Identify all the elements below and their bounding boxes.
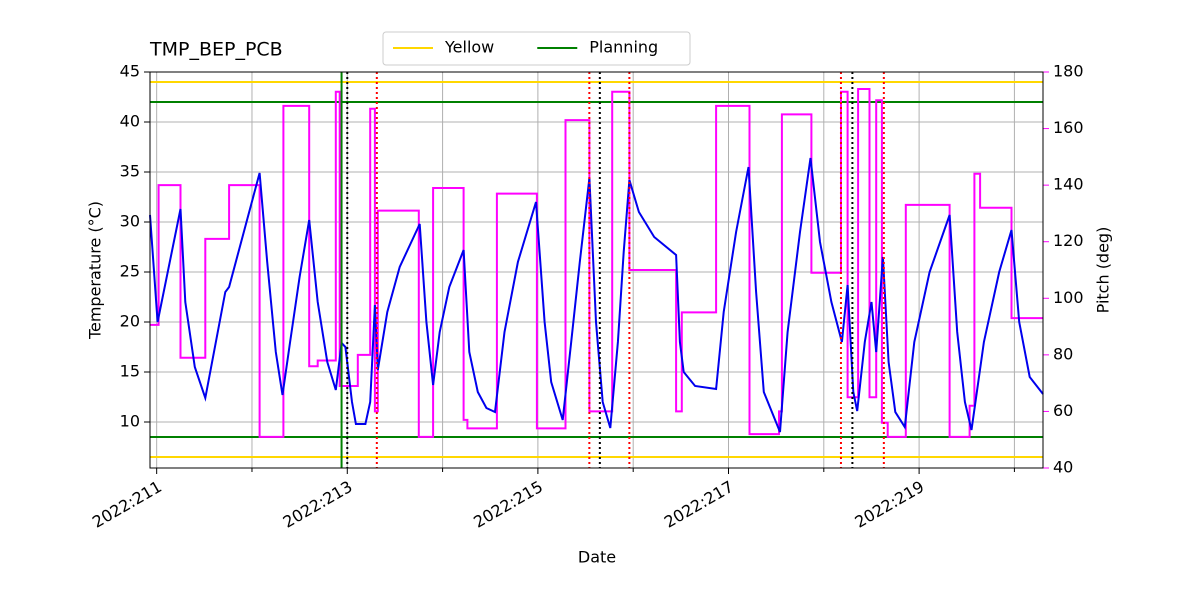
y2-tick-label: 80: [1053, 344, 1073, 363]
x-tick-label: 2022:213: [280, 477, 356, 532]
x-tick-label: 2022:211: [89, 477, 165, 532]
y2-tick-label: 160: [1053, 118, 1084, 137]
y2-tick-label: 100: [1053, 288, 1084, 307]
x-tick-label: 2022:217: [661, 477, 737, 532]
data-line: [149, 157, 1044, 433]
x-axis-label: Date: [578, 548, 616, 567]
x-tick-label: 2022:219: [851, 477, 927, 532]
y-tick-label: 35: [120, 162, 140, 181]
y-tick-label: 10: [120, 412, 140, 431]
y2-tick-label: 60: [1053, 401, 1073, 420]
legend-label: Yellow: [444, 38, 494, 57]
y-axis-label: Temperature (°C): [86, 201, 105, 340]
y2-tick-label: 140: [1053, 175, 1084, 194]
y2-tick-label: 120: [1053, 231, 1084, 250]
y-tick-label: 40: [120, 112, 140, 131]
legend-box: [382, 31, 691, 66]
y-tick-label: 20: [120, 312, 140, 331]
chart-title: TMP_BEP_PCB: [149, 39, 283, 61]
y-tick-label: 25: [120, 262, 140, 281]
y-tick-label: 45: [120, 62, 140, 81]
y-tick-label: 30: [120, 212, 140, 231]
plot-frame: [149, 71, 1044, 469]
legend-label: Planning: [589, 38, 658, 57]
y2-tick-label: 180: [1053, 62, 1084, 81]
y-tick-label: 15: [120, 362, 140, 381]
x-tick-label: 2022:215: [470, 477, 546, 532]
y2-tick-label: 40: [1053, 458, 1073, 477]
y2-axis-label: Pitch (deg): [1094, 227, 1113, 314]
